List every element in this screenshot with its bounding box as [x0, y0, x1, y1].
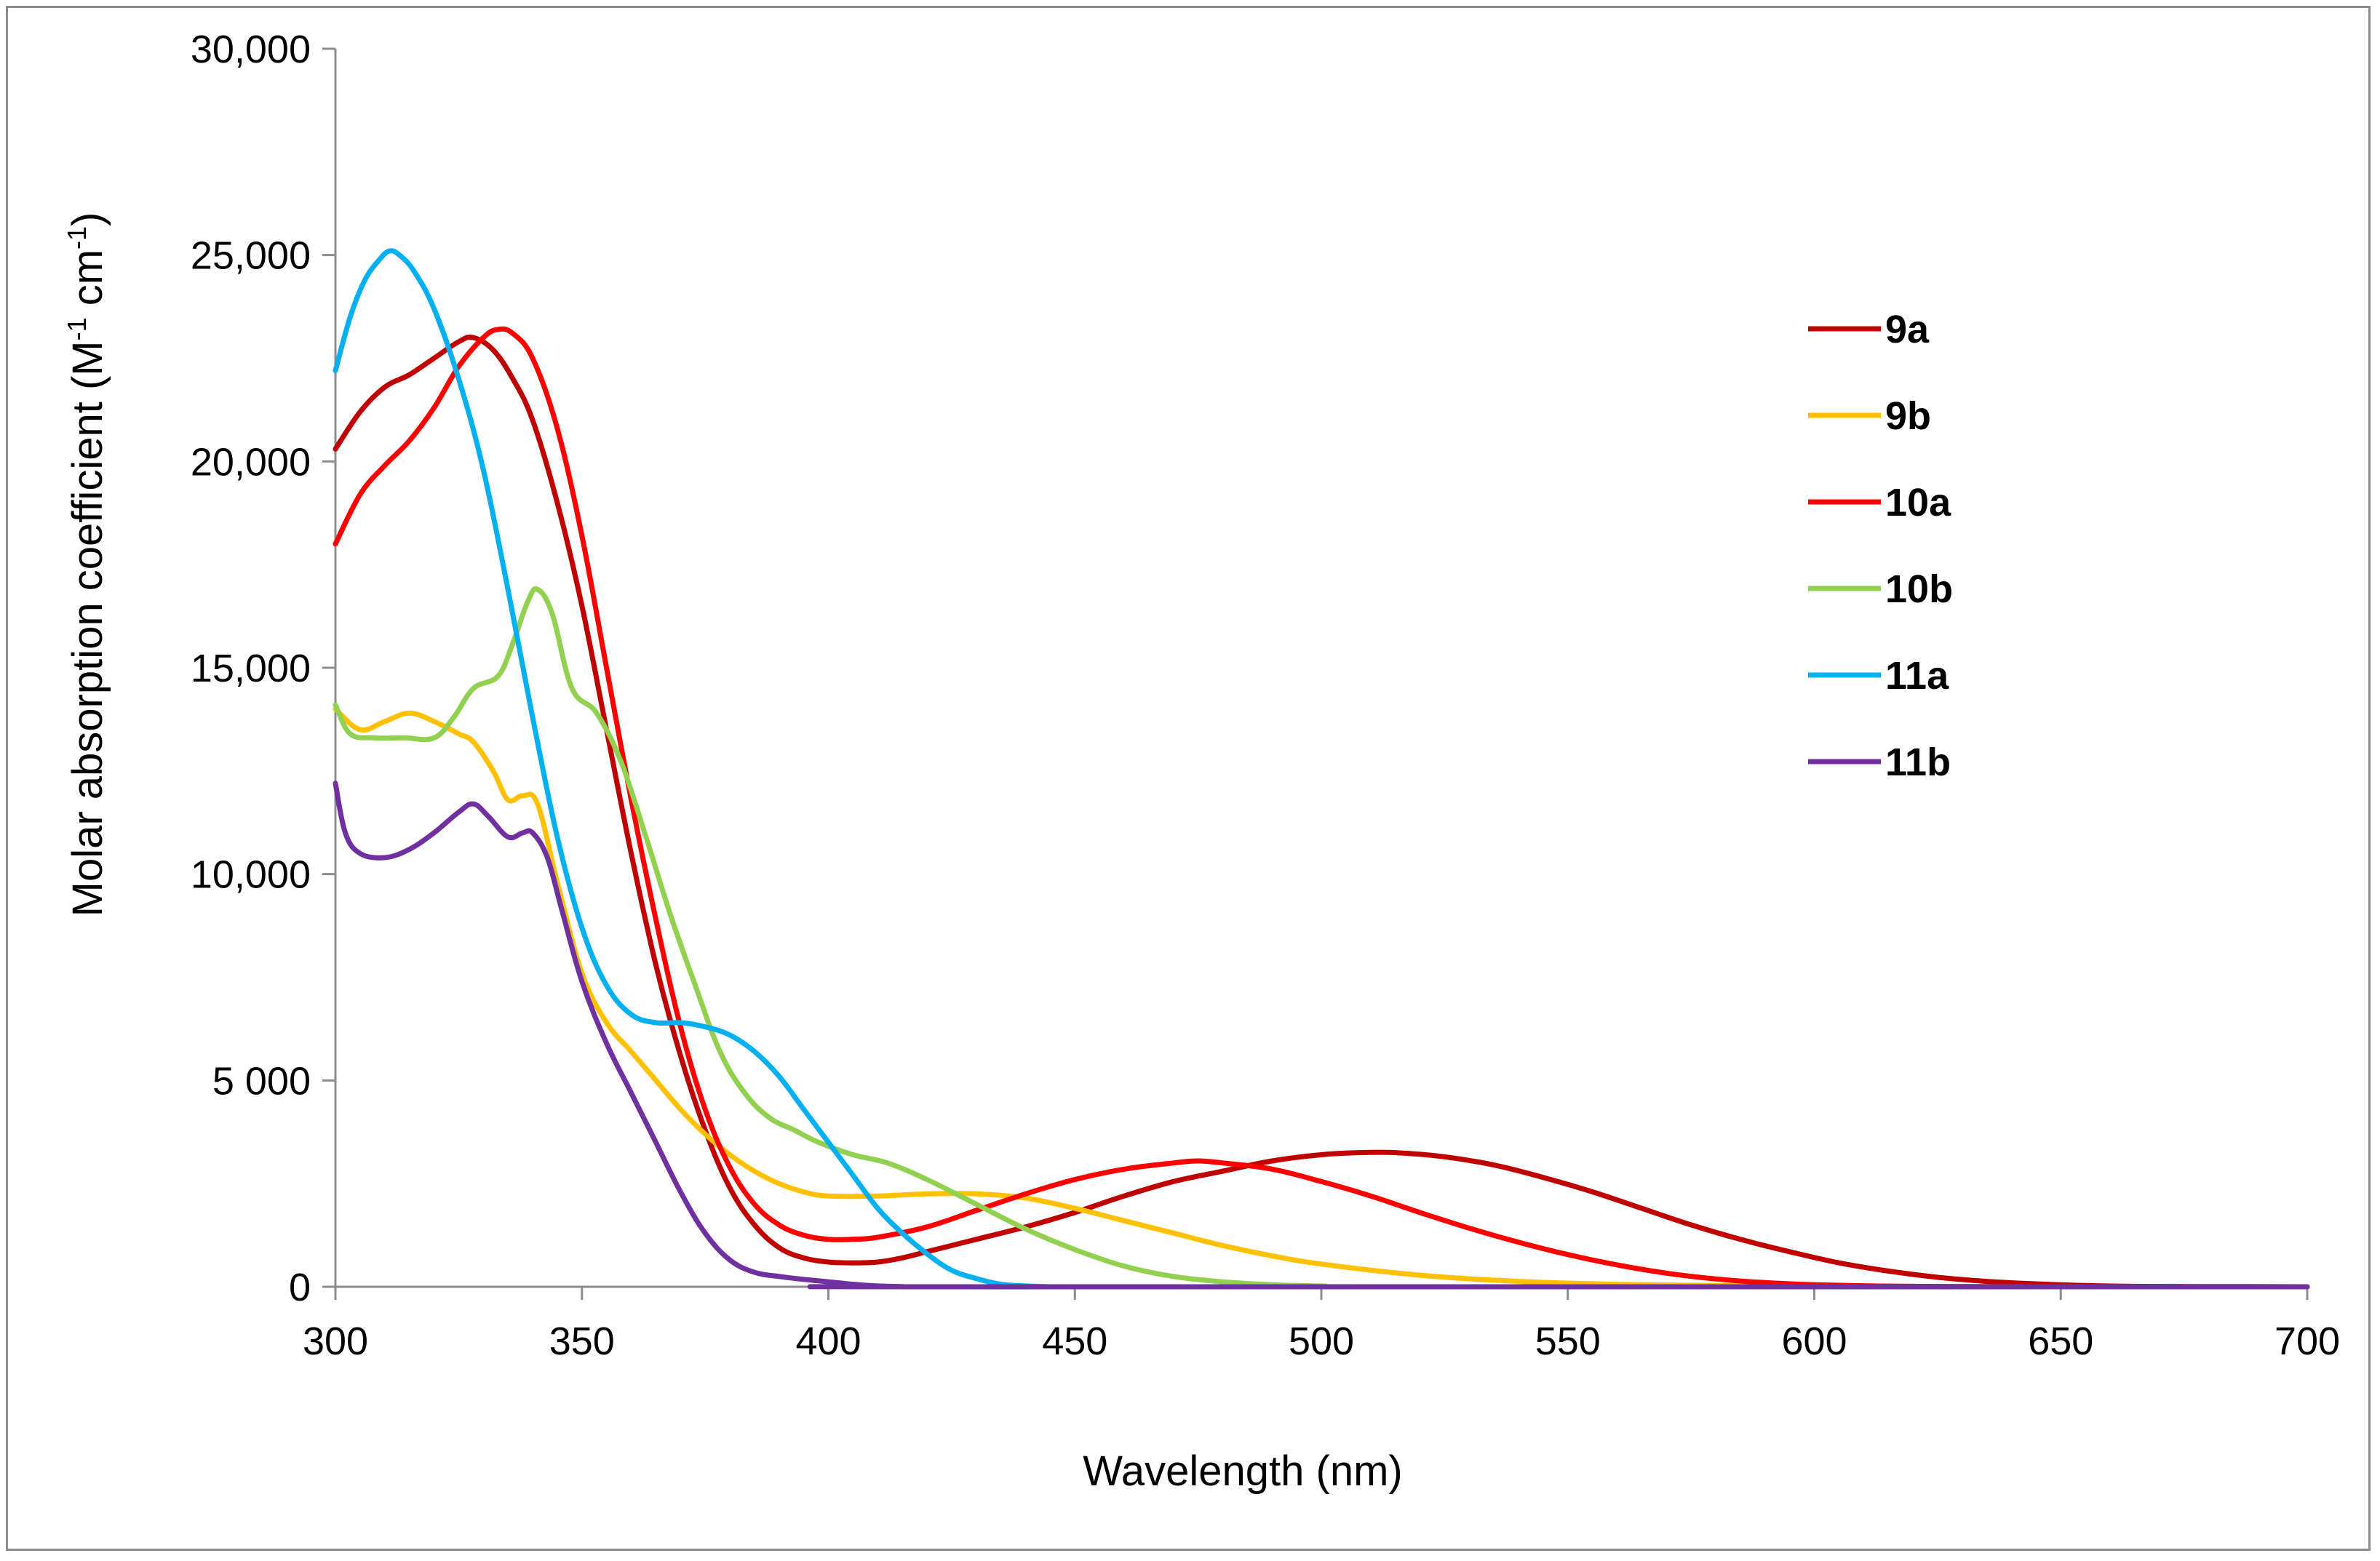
series-line-10a	[333, 326, 2310, 1290]
legend-label-11b: 11b	[1885, 740, 1951, 784]
legend-label-10a: 10a	[1885, 481, 1951, 524]
chart-frame	[6, 6, 2371, 1551]
y-axis-title-sup2: -1	[62, 226, 92, 249]
y-axis-title: Molar absorption coefficient (M-1 cm-1)	[62, 212, 111, 917]
legend: 9a 9b 10a 10b 11a 11b	[1808, 308, 1953, 784]
y-tick-label: 10,000	[191, 853, 311, 897]
x-tick-label: 300	[303, 1320, 368, 1363]
y-tick-label: 25,000	[191, 234, 311, 278]
y-axis-title-main: Molar absorption coefficient (M	[64, 340, 111, 917]
y-axis-title-mid: cm	[64, 249, 111, 317]
series-line-11a	[333, 248, 2310, 1290]
legend-label-10b: 10b	[1885, 567, 1953, 611]
x-tick-label: 500	[1289, 1320, 1354, 1363]
axes: 0 5 000 10,000 15,000 20,000 25,000 30,000 300 3…	[191, 28, 2340, 1363]
y-tick-label: 30,000	[191, 28, 311, 71]
legend-label-9a: 9a	[1885, 308, 1930, 351]
series-line-9a	[333, 334, 2310, 1290]
x-tick-label: 350	[549, 1320, 615, 1363]
y-axis-title-sup1: -1	[62, 317, 92, 340]
x-tick-label: 700	[2274, 1320, 2340, 1363]
x-tick-label: 450	[1042, 1320, 1107, 1363]
x-axis-title: Wavelength (nm)	[1083, 1448, 1402, 1495]
x-tick-label: 400	[795, 1320, 861, 1363]
legend-label-11a: 11a	[1885, 654, 1949, 698]
y-tick-label: 15,000	[191, 647, 311, 690]
series-line-11b	[333, 780, 2310, 1290]
x-tick-label: 600	[1781, 1320, 1847, 1363]
y-tick-label: 5 000	[212, 1059, 311, 1103]
y-tick-label: 0	[289, 1266, 311, 1309]
x-tick-label: 650	[2028, 1320, 2093, 1363]
series-layer	[333, 248, 2310, 1290]
y-axis-title-end: )	[64, 212, 111, 226]
x-tick-label: 550	[1535, 1320, 1601, 1363]
y-tick-label: 20,000	[191, 440, 311, 484]
legend-label-9b: 9b	[1885, 394, 1931, 438]
